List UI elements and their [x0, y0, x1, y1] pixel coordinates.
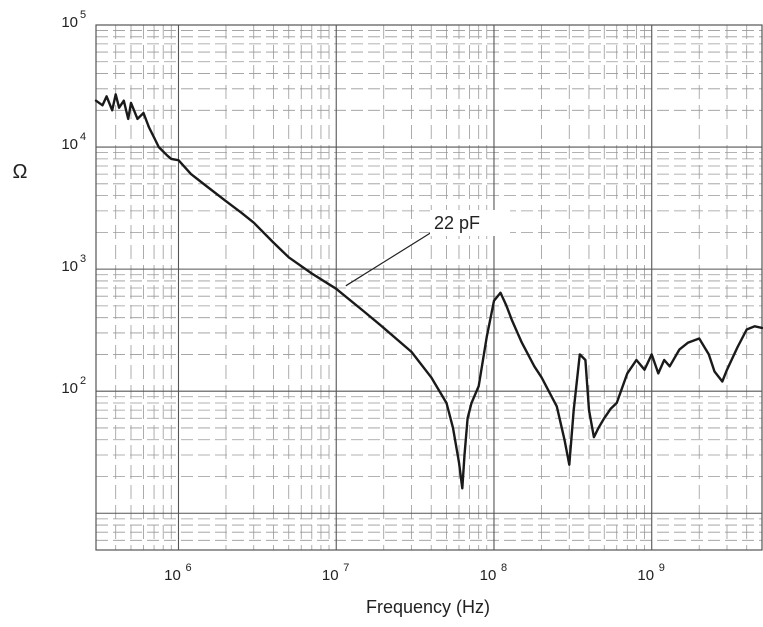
- y-tick-exponent: 2: [80, 375, 86, 387]
- x-tick-exponent: 9: [659, 562, 665, 574]
- impedance-series-line: [94, 93, 763, 490]
- annotation-layer: 22 pF: [345, 210, 510, 287]
- y-tick-exponent: 4: [80, 131, 86, 143]
- annotation-label: 22 pF: [434, 213, 480, 233]
- x-tick-exponent: 8: [501, 562, 507, 574]
- minor-grid: [95, 25, 763, 551]
- y-axis-title: Ω: [13, 161, 28, 183]
- y-tick-label: 10: [61, 14, 78, 31]
- x-tick-labels: 10 6 10 7 10 8 10 9: [164, 562, 665, 584]
- annotation-label-background: [430, 210, 510, 236]
- annotation-leader-line: [345, 231, 433, 287]
- y-tick-exponent: 5: [80, 9, 86, 21]
- x-tick-label: 10: [164, 567, 181, 584]
- x-tick-exponent: 6: [185, 562, 191, 574]
- y-tick-label: 10: [61, 258, 78, 275]
- y-tick-label: 10: [61, 136, 78, 153]
- major-grid: [96, 24, 762, 550]
- x-tick-label: 10: [637, 567, 654, 584]
- x-tick-label: 10: [480, 567, 497, 584]
- series-layer: [94, 93, 763, 490]
- x-tick-label: 10: [322, 567, 339, 584]
- y-tick-label: 10: [61, 380, 78, 397]
- x-axis-title: Frequency (Hz): [366, 597, 490, 617]
- y-tick-exponent: 3: [80, 253, 86, 265]
- plot-frame: [95, 24, 763, 551]
- x-tick-exponent: 7: [343, 562, 349, 574]
